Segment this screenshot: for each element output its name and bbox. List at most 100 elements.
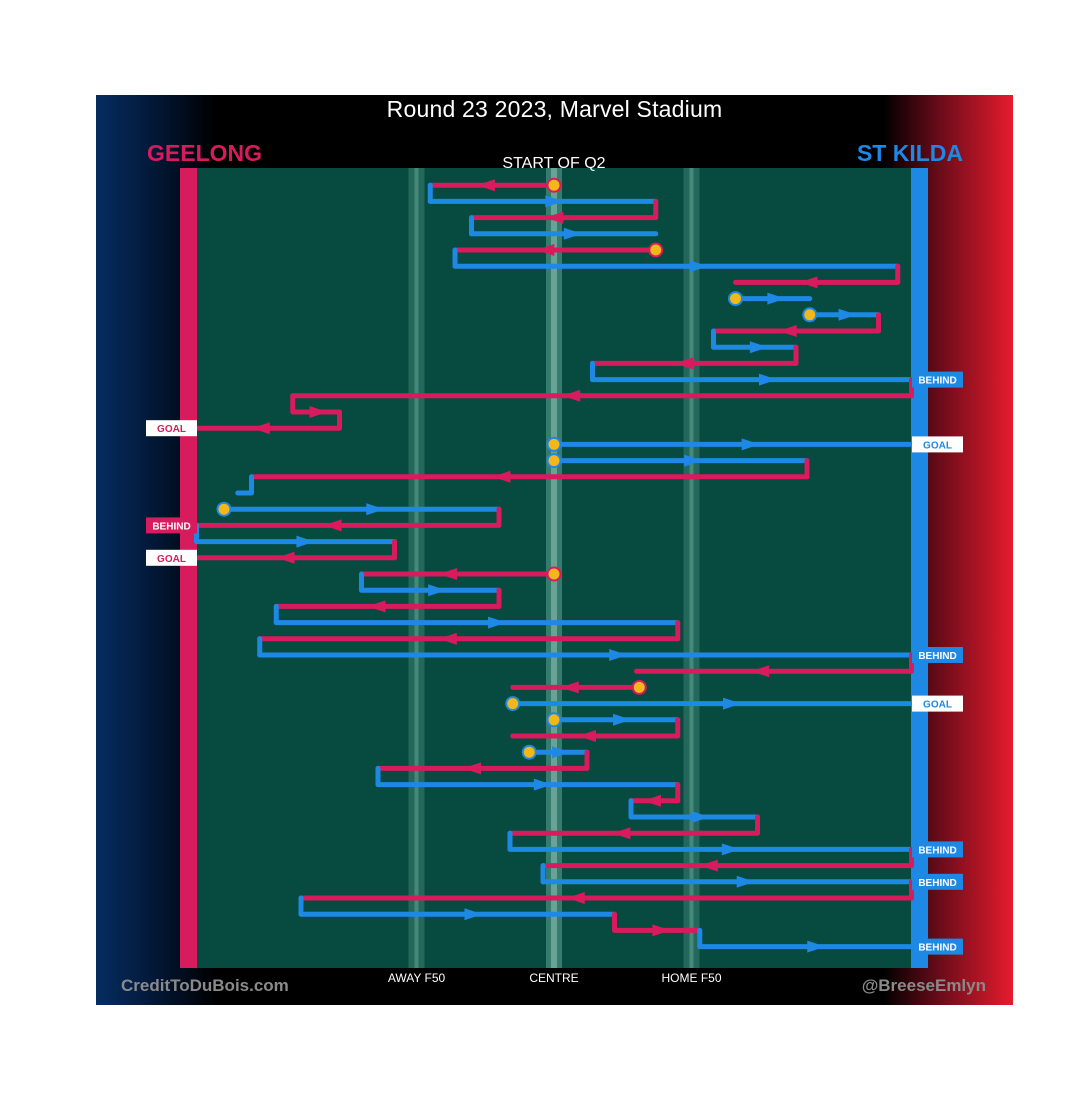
chain-arrow	[428, 584, 447, 597]
score-badge	[912, 938, 963, 955]
chain-arrow	[566, 892, 585, 904]
centre-bounce-marker	[546, 436, 562, 452]
credit-right: @BreeseEmlyn	[861, 976, 986, 995]
score-badge-label: GOAL	[157, 554, 186, 565]
chain-arrow	[492, 470, 511, 483]
chain-arrow	[464, 908, 483, 921]
chain-arrow	[366, 503, 385, 516]
chain-arrow	[799, 276, 818, 289]
chain-arrow	[309, 406, 328, 418]
score-badge	[912, 371, 963, 388]
chain-arrow	[545, 211, 564, 224]
centre-bounce-marker	[631, 679, 647, 695]
chain-arrow	[296, 535, 315, 548]
chain-arrow	[609, 649, 628, 661]
chart-panel: BEHIND GOAL GOAL BEHIND GOAL BEHIND GOAL BEHIND…	[96, 95, 1013, 1005]
centre-bounce-marker	[546, 566, 562, 582]
score-badge	[146, 420, 197, 437]
chart-subtitle: START OF Q2	[502, 155, 605, 172]
chain-arrow	[552, 746, 571, 759]
chain-arrow	[741, 438, 760, 451]
chain-arrow	[536, 244, 555, 256]
f50-line-core	[689, 168, 694, 968]
chain-arrow	[778, 325, 797, 337]
score-badge	[912, 841, 963, 858]
x-axis-labels: START OF Q2 AWAY F50 CENTRE HOME F50	[388, 155, 722, 985]
chain-arrow	[463, 762, 482, 775]
chain-arrow	[476, 179, 495, 192]
st-kilda-goal-line	[911, 168, 928, 968]
centre-bounce-marker	[728, 291, 743, 307]
score-badge	[146, 517, 197, 534]
x-axis-label: HOME F50	[661, 971, 721, 985]
chain-segment	[235, 474, 254, 496]
chain-arrow	[563, 227, 582, 240]
chain-arrow	[533, 778, 552, 791]
chain-arrow	[751, 665, 770, 678]
chain-arrow	[684, 454, 703, 467]
chain-arrow	[699, 859, 718, 872]
chain-arrow	[323, 519, 342, 532]
score-badge-label: GOAL	[923, 440, 952, 451]
centre-bounce-marker	[802, 307, 818, 323]
chain-arrow	[560, 681, 579, 694]
chain-arrow	[723, 697, 742, 710]
chain-arrow	[439, 568, 458, 580]
f50-line	[683, 168, 700, 968]
chain-arrow	[612, 827, 631, 840]
score-badge	[912, 873, 963, 890]
score-badge-label: BEHIND	[918, 376, 956, 387]
chain-arrow	[367, 600, 386, 613]
score-badge-label: BEHIND	[152, 521, 190, 532]
chain-arrow	[578, 730, 596, 742]
centre-bounce-marker	[546, 453, 562, 469]
score-badge-label: GOAL	[157, 424, 186, 435]
chain-arrow	[689, 260, 708, 273]
score-badge	[912, 436, 963, 453]
score-badge-label: BEHIND	[918, 943, 956, 954]
centre-bounce-marker	[648, 242, 664, 258]
centre-bounce-marker	[521, 744, 537, 760]
chain-arrow	[758, 373, 777, 386]
chain-arrow	[643, 794, 662, 807]
score-badge-label: BEHIND	[918, 878, 956, 889]
f50-line-core	[414, 168, 419, 968]
chain-arrow	[767, 292, 786, 305]
chain-arrow	[251, 422, 270, 435]
score-badge-label: BEHIND	[918, 651, 956, 662]
chain-arrow	[675, 357, 694, 370]
chain-segment	[194, 409, 342, 431]
geelong-goal-line	[180, 168, 197, 968]
chain-arrow	[807, 940, 826, 953]
centre-bounce-marker	[546, 712, 562, 728]
team-label-geelong: GEELONG	[147, 140, 263, 166]
chain-arrow	[562, 389, 581, 402]
score-badge	[912, 647, 963, 663]
chain-arrow	[545, 195, 564, 208]
centre-bounce-marker	[546, 177, 562, 193]
score-badge-label: GOAL	[923, 700, 952, 711]
chain-arrow	[652, 924, 671, 937]
kick-chain-chart: BEHIND GOAL GOAL BEHIND GOAL BEHIND GOAL BEHIND…	[146, 155, 963, 985]
chain-arrow	[488, 616, 507, 629]
chain-arrow	[276, 551, 295, 564]
credit-left: CreditToDuBois.com	[121, 976, 289, 995]
x-axis-label: AWAY F50	[388, 971, 446, 985]
centre-bounce-marker	[216, 501, 232, 517]
score-badge	[146, 549, 197, 566]
chain-arrow	[438, 632, 457, 645]
possession-chains	[194, 177, 914, 953]
centre-bounce-marker	[505, 696, 521, 712]
score-badges: BEHIND GOAL GOAL BEHIND GOAL BEHIND GOAL BEHIND…	[146, 371, 963, 955]
chain-arrow	[691, 811, 710, 823]
chain-arrow	[613, 713, 632, 726]
x-axis-label: CENTRE	[529, 971, 578, 985]
score-badge-label: BEHIND	[918, 845, 956, 856]
chain-arrow	[736, 875, 755, 888]
chain-arrow	[749, 341, 768, 354]
chart-title: Round 23 2023, Marvel Stadium	[386, 96, 723, 122]
chain-arrow	[838, 308, 857, 321]
chain-arrow	[721, 843, 740, 856]
score-badge	[912, 695, 963, 712]
team-label-st-kilda: ST KILDA	[856, 140, 963, 166]
